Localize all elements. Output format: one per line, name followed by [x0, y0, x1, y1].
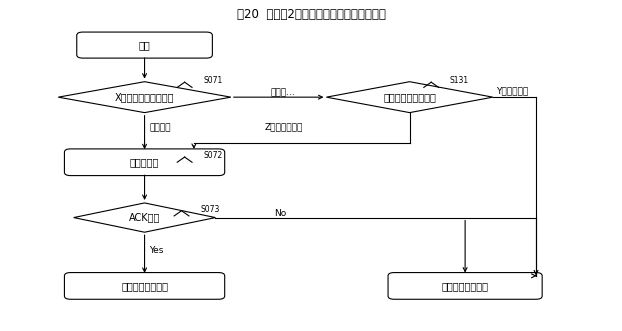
Polygon shape — [73, 203, 215, 232]
Text: S072: S072 — [203, 151, 223, 160]
Text: 図20  実施例2におけるデータ送信の動作例: 図20 実施例2におけるデータ送信の動作例 — [236, 8, 386, 21]
Text: アイドル: アイドル — [149, 123, 171, 133]
FancyBboxPatch shape — [77, 32, 212, 58]
FancyBboxPatch shape — [65, 272, 225, 299]
Text: Z秒間アイドル: Z秒間アイドル — [265, 122, 303, 131]
Text: S073: S073 — [200, 205, 220, 214]
FancyBboxPatch shape — [65, 149, 225, 175]
Text: 終了（送信成功）: 終了（送信成功） — [121, 281, 168, 291]
Text: ビジー...: ビジー... — [271, 89, 295, 98]
Text: Y秒間ビジー: Y秒間ビジー — [496, 86, 528, 95]
Text: No: No — [274, 209, 286, 218]
Text: Yes: Yes — [149, 246, 164, 255]
Text: S071: S071 — [203, 76, 223, 85]
Text: ACK受信: ACK受信 — [129, 213, 160, 222]
Text: 継続キャリアセンス: 継続キャリアセンス — [383, 92, 436, 102]
Text: 終了（送信失敗）: 終了（送信失敗） — [442, 281, 489, 291]
FancyBboxPatch shape — [388, 272, 542, 299]
Polygon shape — [327, 82, 493, 113]
Text: データ送信: データ送信 — [130, 157, 159, 167]
Polygon shape — [58, 82, 231, 113]
Text: 開始: 開始 — [139, 40, 151, 50]
Text: X秒間キャリアセンス: X秒間キャリアセンス — [115, 92, 174, 102]
Text: S131: S131 — [450, 76, 469, 85]
